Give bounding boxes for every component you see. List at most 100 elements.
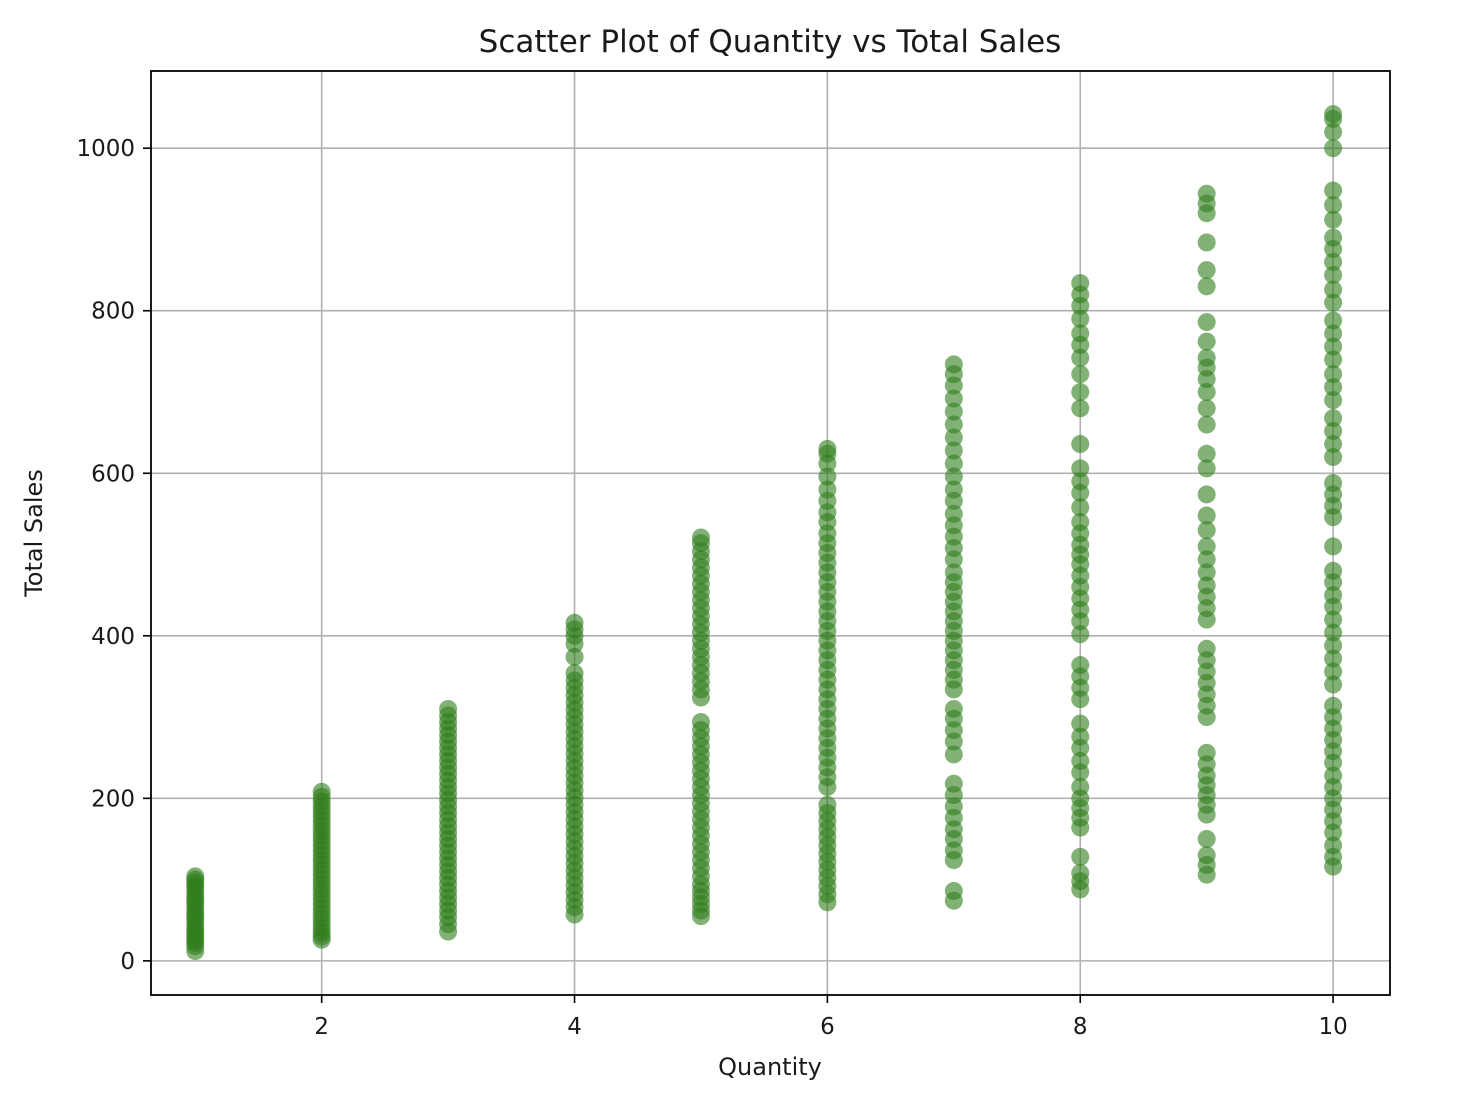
points-layer	[186, 105, 1343, 961]
scatter-point	[1324, 265, 1343, 284]
scatter-point	[1197, 846, 1216, 865]
scatter-point	[1071, 656, 1090, 675]
x-tick-label: 2	[314, 1014, 329, 1040]
scatter-point	[944, 467, 963, 486]
scatter-point	[1071, 727, 1090, 746]
scatter-point	[1324, 210, 1343, 229]
scatter-point	[1324, 422, 1343, 441]
scatter-point	[691, 712, 710, 731]
scatter-point	[1071, 864, 1090, 883]
y-tick-label: 200	[91, 786, 135, 812]
scatter-point	[1197, 537, 1216, 556]
grid-layer	[151, 71, 1390, 995]
scatter-point	[944, 774, 963, 793]
scatter-point	[1324, 561, 1343, 580]
scatter-point	[1197, 444, 1216, 463]
x-tick-label: 4	[567, 1014, 582, 1040]
scatter-point	[1071, 399, 1090, 418]
y-axis-label: Total Sales	[20, 469, 48, 598]
x-tick-label: 10	[1318, 1014, 1347, 1040]
scatter-point	[1197, 550, 1216, 569]
scatter-point	[944, 355, 963, 374]
scatter-point	[1197, 563, 1216, 582]
scatter-point	[565, 664, 584, 683]
scatter-point	[1071, 513, 1090, 532]
scatter-point	[1197, 829, 1216, 848]
y-tick-label: 1000	[76, 136, 135, 162]
scatter-point	[1071, 274, 1090, 293]
scatter-point	[312, 782, 331, 801]
plot-area-frame	[150, 70, 1391, 996]
scatter-point	[1324, 435, 1343, 454]
scatter-point	[1324, 448, 1343, 467]
y-tick-label: 0	[120, 949, 135, 975]
scatter-point	[1324, 696, 1343, 715]
scatter-point	[1324, 623, 1343, 642]
x-tick-label: 6	[820, 1014, 835, 1040]
scatter-point	[818, 795, 837, 814]
scatter-point	[1197, 639, 1216, 658]
scatter-point	[1197, 415, 1216, 434]
scatter-point	[565, 647, 584, 666]
scatter-point	[1197, 521, 1216, 540]
scatter-point	[1197, 313, 1216, 332]
scatter-point	[1071, 498, 1090, 517]
scatter-point	[1197, 332, 1216, 351]
scatter-point	[1071, 324, 1090, 343]
scatter-point	[1324, 586, 1343, 605]
scatter-point	[1197, 743, 1216, 762]
scatter-point	[944, 563, 963, 582]
scatter-point	[1197, 348, 1216, 367]
scatter-point	[1324, 311, 1343, 330]
scatter-point	[944, 415, 963, 434]
scatter-point	[439, 699, 458, 718]
scatter-point	[818, 467, 837, 486]
chart-title: Scatter Plot of Quantity vs Total Sales	[479, 24, 1062, 60]
scatter-point	[1324, 766, 1343, 785]
scatter-point	[1197, 233, 1216, 252]
scatter-point	[1197, 485, 1216, 504]
scatter-point	[1071, 714, 1090, 733]
scatter-point	[1071, 777, 1090, 796]
scatter-point	[1324, 391, 1343, 410]
scatter-point	[1324, 636, 1343, 655]
scatter-point	[1324, 105, 1343, 124]
scatter-point	[944, 454, 963, 473]
scatter-point	[1324, 139, 1343, 158]
scatter-point	[818, 439, 837, 458]
scatter-point	[691, 528, 710, 547]
scatter-point	[944, 480, 963, 499]
scatter-point	[1197, 459, 1216, 478]
scatter-point	[944, 881, 963, 900]
scatter-point	[1324, 228, 1343, 247]
scatter-point	[1197, 277, 1216, 296]
scatter-point	[818, 480, 837, 499]
scatter-point	[944, 745, 963, 764]
scatter-point	[1324, 293, 1343, 312]
scatter-point	[944, 428, 963, 447]
scatter-point	[1197, 506, 1216, 525]
ticks-layer: 2 4 6 8 10 0 200 400 600 800 1000	[76, 136, 1347, 1040]
scatter-point	[1324, 324, 1343, 343]
scatter-point	[1324, 662, 1343, 681]
scatter-point	[186, 867, 205, 886]
scatter-point	[1071, 751, 1090, 770]
scatter-point	[1071, 459, 1090, 478]
x-tick-label: 8	[1073, 1014, 1088, 1040]
scatter-point	[1324, 196, 1343, 215]
x-axis-label: Quantity	[718, 1053, 822, 1081]
scatter-point	[1324, 836, 1343, 855]
scatter-point	[1197, 184, 1216, 203]
scatter-point	[1324, 280, 1343, 299]
scatter-point	[1071, 348, 1090, 367]
scatter-point	[1324, 474, 1343, 493]
scatter-point	[1197, 576, 1216, 595]
scatter-point	[1324, 537, 1343, 556]
scatter-point	[1324, 350, 1343, 369]
scatter-point	[1071, 365, 1090, 384]
scatter-point	[1324, 610, 1343, 629]
scatter-point	[1324, 337, 1343, 356]
scatter-point	[1197, 399, 1216, 418]
